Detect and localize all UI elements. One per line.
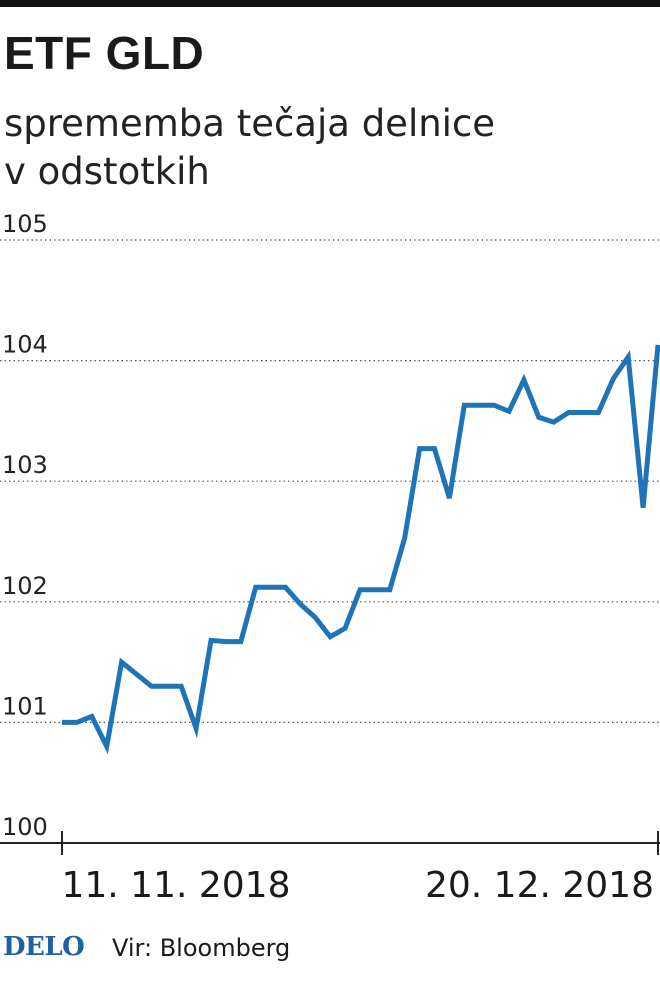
top-rule <box>0 0 660 7</box>
series-line <box>62 344 660 755</box>
subtitle-line-1: sprememba tečaja delnice <box>4 102 496 145</box>
chart-title: ETF GLD <box>4 27 205 79</box>
subtitle-line-2: v odstotkih <box>4 150 210 193</box>
x-tick-labels: 11. 11. 2018 20. 12. 2018 <box>61 865 654 906</box>
y-tick-label: 102 <box>2 572 48 600</box>
gridlines <box>0 239 660 724</box>
series <box>62 344 660 755</box>
y-tick-label: 101 <box>2 692 48 720</box>
y-tick-label: 103 <box>2 451 48 479</box>
x-tick-label: 11. 11. 2018 <box>61 865 290 906</box>
y-tick-labels: 100 101 102 103 104 105 <box>2 210 48 841</box>
delo-logo: DELO <box>3 932 85 962</box>
x-axis <box>0 831 660 855</box>
x-tick-label: 20. 12. 2018 <box>425 865 654 906</box>
source-note: Vir: Bloomberg <box>112 934 291 962</box>
y-tick-label: 105 <box>2 210 48 238</box>
footer: DELO Vir: Bloomberg <box>0 928 660 968</box>
y-tick-label: 104 <box>2 331 48 359</box>
y-tick-label: 100 <box>2 813 48 841</box>
chart-subtitle: sprememba tečaja delnice v odstotkih <box>4 100 654 196</box>
